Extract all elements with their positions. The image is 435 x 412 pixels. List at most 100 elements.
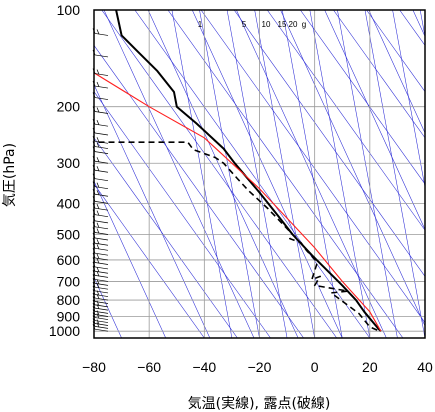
wind-barb-staff bbox=[94, 207, 109, 211]
wind-barb-feather bbox=[96, 182, 100, 188]
wind-barb bbox=[92, 156, 109, 164]
wind-barb-staff bbox=[94, 193, 109, 197]
wind-barb-feather bbox=[96, 137, 100, 143]
data-lines bbox=[94, 10, 382, 332]
wind-barb-feather bbox=[96, 222, 100, 228]
y-tick-label: 800 bbox=[57, 292, 81, 308]
wind-barb-staff bbox=[94, 73, 109, 76]
wind-barb-feather bbox=[96, 190, 100, 196]
guide-isotherm bbox=[333, 10, 425, 139]
wind-barb-staff bbox=[94, 123, 109, 127]
wind-barb bbox=[92, 165, 109, 173]
wind-barb-feather bbox=[96, 210, 100, 216]
y-tick-label: 700 bbox=[57, 273, 81, 289]
mixing-ratio-label: 15 bbox=[278, 20, 287, 29]
wind-barb-feather bbox=[96, 253, 100, 259]
wind-barb-staff bbox=[94, 111, 109, 114]
wind-barb-feather bbox=[96, 310, 100, 316]
wind-barb bbox=[92, 292, 109, 301]
wind-barb-staff bbox=[94, 85, 109, 89]
wind-barb-staff bbox=[94, 151, 109, 154]
wind-barbs bbox=[92, 28, 109, 332]
wind-barb-staff bbox=[94, 140, 109, 144]
wind-barb-feather bbox=[96, 228, 100, 234]
wind-barb-staff bbox=[94, 226, 109, 230]
x-tick-label: −60 bbox=[137, 359, 161, 375]
guide-isotherm bbox=[94, 44, 304, 338]
wind-barb-feather bbox=[96, 166, 100, 172]
wind-barb-staff bbox=[94, 275, 109, 278]
wind-barb-staff bbox=[94, 33, 109, 36]
mixing-ratio-label: 5 bbox=[242, 20, 247, 29]
y-tick-label: 900 bbox=[57, 308, 81, 324]
x-tick-label: −80 bbox=[82, 359, 106, 375]
guide-adiabat bbox=[236, 10, 387, 338]
guide-mixing-ratio bbox=[226, 10, 288, 338]
wind-barb-feather bbox=[96, 81, 100, 87]
x-axis-label: 気温(実線), 露点(破線) bbox=[188, 396, 331, 412]
wind-barb-staff bbox=[94, 54, 109, 58]
wind-barb-feather bbox=[96, 29, 100, 35]
guide-adiabat bbox=[103, 10, 255, 338]
wind-barb-staff bbox=[94, 146, 109, 149]
x-tick-labels: −80 −60 −40 −20 0 20 40 bbox=[82, 359, 433, 375]
wind-barb-staff bbox=[94, 320, 109, 323]
guide-mixing-ratio bbox=[254, 10, 315, 338]
wind-barb-staff bbox=[94, 297, 109, 301]
wind-barb-feather bbox=[96, 244, 100, 250]
wind-barb-staff bbox=[94, 262, 109, 265]
y-tick-label: 100 bbox=[57, 2, 81, 18]
wind-barb-feather bbox=[96, 239, 100, 245]
x-tick-label: −20 bbox=[248, 359, 272, 375]
guide-isotherm bbox=[101, 10, 337, 338]
wind-barb-staff bbox=[94, 237, 109, 241]
wind-barb-staff bbox=[94, 304, 109, 308]
x-tick-label: 40 bbox=[417, 359, 433, 375]
y-tick-label: 600 bbox=[57, 252, 81, 268]
wind-barb-staff bbox=[94, 178, 109, 182]
y-tick-label: 400 bbox=[57, 195, 81, 211]
y-tick-label: 500 bbox=[57, 227, 81, 243]
wind-barb bbox=[92, 261, 109, 270]
wind-barb bbox=[92, 209, 109, 218]
wind-barb-staff bbox=[94, 132, 109, 136]
x-tick-label: −40 bbox=[192, 359, 216, 375]
wind-barb-staff bbox=[94, 286, 109, 290]
mixing-ratio-label: g bbox=[302, 20, 306, 29]
wind-barb-feather bbox=[96, 142, 100, 148]
wind-barb bbox=[92, 127, 109, 136]
wind-barb-feather bbox=[96, 279, 100, 285]
guide-adiabat bbox=[94, 180, 166, 338]
y-tick-label: 200 bbox=[57, 99, 81, 115]
gridlines bbox=[93, 9, 426, 338]
wind-barb-staff bbox=[94, 97, 109, 100]
wind-barb-staff bbox=[94, 232, 109, 235]
guide-adiabat bbox=[280, 10, 425, 327]
wind-barb-staff bbox=[94, 247, 109, 251]
wind-barb bbox=[92, 196, 109, 204]
guide-adiabat bbox=[147, 10, 299, 338]
wind-barb bbox=[92, 49, 109, 58]
guide-isotherm bbox=[94, 183, 205, 338]
wind-barb-feather bbox=[96, 69, 100, 75]
wind-barb-feather bbox=[96, 290, 100, 296]
guide-mixing-ratio bbox=[337, 10, 398, 338]
wind-barb-staff bbox=[94, 214, 109, 218]
guide-isotherm bbox=[167, 10, 404, 338]
wind-barb bbox=[92, 119, 109, 127]
background-guides bbox=[94, 10, 425, 338]
wind-barb-feather bbox=[96, 304, 100, 309]
guide-adiabat bbox=[368, 10, 425, 134]
wind-barb-staff bbox=[94, 160, 109, 164]
wind-barb bbox=[92, 28, 109, 36]
wind-barb-feather bbox=[96, 322, 100, 328]
wind-barb-feather bbox=[96, 107, 100, 113]
wind-barb-staff bbox=[94, 311, 109, 314]
wind-barb-staff bbox=[94, 301, 109, 304]
y-axis-label: 気圧(hPa) bbox=[2, 143, 18, 207]
wind-barb-staff bbox=[94, 326, 109, 329]
series-line-dashed-black bbox=[94, 141, 379, 332]
wind-barb bbox=[92, 215, 109, 224]
